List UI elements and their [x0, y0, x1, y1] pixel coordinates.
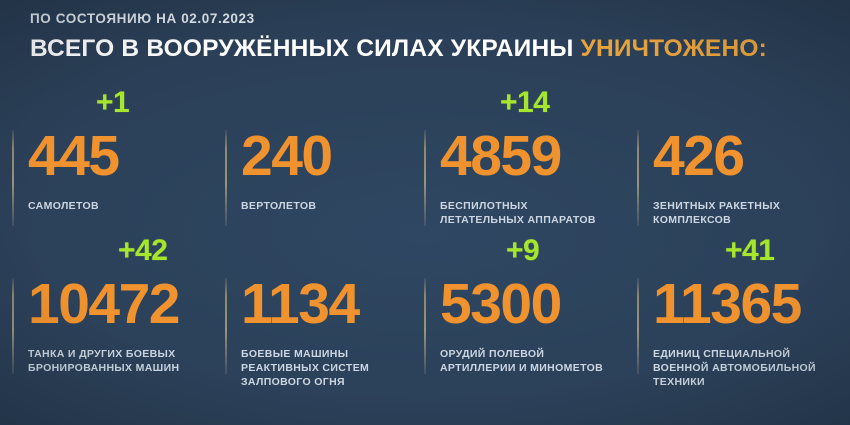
stat-delta-aircraft: +1 [96, 86, 130, 119]
stat-value-aircraft: 445 [28, 124, 120, 188]
stat-value-mlrs: 1134 [241, 272, 360, 336]
stats-row-2: +42 10472 ТАНКА И ДРУГИХ БОЕВЫХ БРОНИРОВ… [0, 234, 850, 388]
stat-caption-helicopters: ВЕРТОЛЕТОВ [241, 200, 317, 212]
stat-cell-drones: +14 4859 БЕСПИЛОТНЫХ ЛЕТАТЕЛЬНЫХ АППАРАТ… [424, 88, 637, 236]
stat-value-helicopters: 240 [241, 124, 333, 188]
stat-cell-mlrs: 1134 БОЕВЫЕ МАШИНЫ РЕАКТИВНЫХ СИСТЕМ ЗАЛ… [225, 236, 424, 388]
stat-cell-field-artillery-and-mortars: +9 5300 ОРУДИЙ ПОЛЕВОЙ АРТИЛЛЕРИИ И МИНО… [424, 236, 637, 384]
stats-row-1: +1 445 САМОЛЕТОВ 240 ВЕРТОЛЕТОВ +14 4859… [0, 88, 850, 236]
stat-cell-helicopters: 240 ВЕРТОЛЕТОВ [225, 88, 424, 236]
stat-value-special-military-vehicles: 11365 [653, 272, 802, 336]
stat-cell-tanks-and-armoured-vehicles: +42 10472 ТАНКА И ДРУГИХ БОЕВЫХ БРОНИРОВ… [12, 236, 225, 384]
page-title: ВСЕГО В ВООРУЖЁННЫХ СИЛАХ УКРАИНЫ УНИЧТО… [30, 34, 830, 62]
stat-value-field-artillery-and-mortars: 5300 [440, 272, 562, 336]
stat-cell-air-defence-systems: 426 ЗЕНИТНЫХ РАКЕТНЫХ КОМПЛЕКСОВ [637, 88, 850, 236]
stat-delta-field-artillery-and-mortars: +9 [506, 234, 540, 267]
stat-caption-field-artillery-and-mortars: ОРУДИЙ ПОЛЕВОЙ АРТИЛЛЕРИИ И МИНОМЕТОВ [440, 348, 604, 374]
stat-caption-tanks-and-armoured-vehicles: ТАНКА И ДРУГИХ БОЕВЫХ БРОНИРОВАННЫХ МАШИ… [28, 348, 180, 374]
stats-grid: +1 445 САМОЛЕТОВ 240 ВЕРТОЛЕТОВ +14 4859… [0, 88, 850, 388]
stat-value-drones: 4859 [440, 124, 562, 188]
headline-accent-text: УНИЧТОЖЕНО: [580, 34, 767, 62]
header: ПО СОСТОЯНИЮ НА 02.07.2023 ВСЕГО В ВООРУ… [30, 12, 830, 61]
stat-cell-special-military-vehicles: +41 11365 ЕДИНИЦ СПЕЦИАЛЬНОЙ ВОЕННОЙ АВТ… [637, 234, 850, 388]
stat-value-air-defence-systems: 426 [653, 124, 745, 188]
stat-caption-aircraft: САМОЛЕТОВ [28, 200, 99, 212]
stat-delta-special-military-vehicles: +41 [725, 234, 775, 267]
stat-caption-air-defence-systems: ЗЕНИТНЫХ РАКЕТНЫХ КОМПЛЕКСОВ [653, 200, 781, 226]
stat-caption-special-military-vehicles: ЕДИНИЦ СПЕЦИАЛЬНОЙ ВОЕННОЙ АВТОМОБИЛЬНОЙ… [653, 348, 816, 388]
headline-main-text: ВСЕГО В ВООРУЖЁННЫХ СИЛАХ УКРАИНЫ [30, 34, 574, 62]
stat-delta-tanks-and-armoured-vehicles: +42 [118, 234, 168, 267]
stat-caption-drones: БЕСПИЛОТНЫХ ЛЕТАТЕЛЬНЫХ АППАРАТОВ [440, 200, 596, 226]
stat-caption-mlrs: БОЕВЫЕ МАШИНЫ РЕАКТИВНЫХ СИСТЕМ ЗАЛПОВОГ… [241, 348, 370, 388]
stat-cell-aircraft: +1 445 САМОЛЕТОВ [12, 88, 225, 236]
stat-value-tanks-and-armoured-vehicles: 10472 [28, 272, 181, 336]
stat-delta-drones: +14 [500, 86, 550, 119]
report-date: ПО СОСТОЯНИЮ НА 02.07.2023 [30, 11, 255, 26]
